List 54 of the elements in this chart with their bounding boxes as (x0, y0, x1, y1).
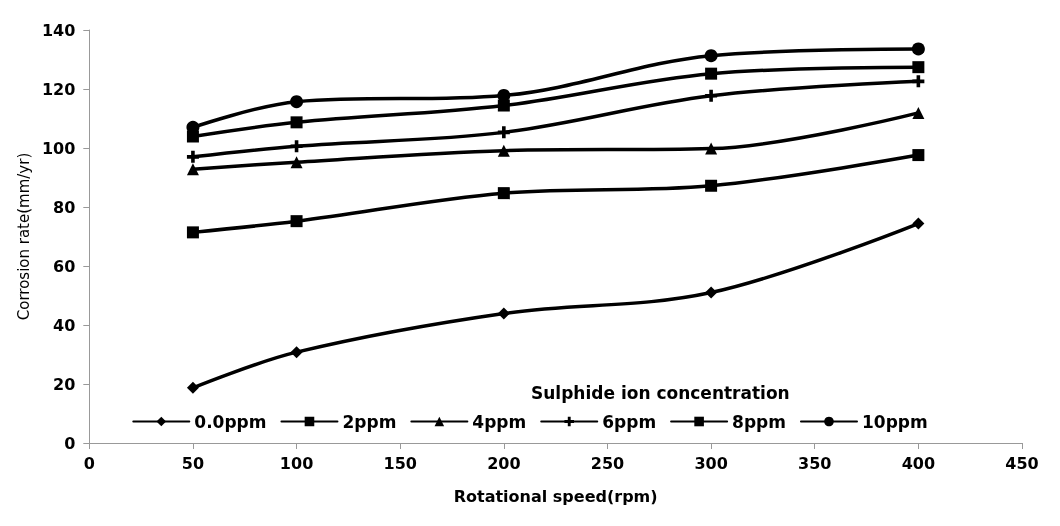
point (290, 215, 303, 228)
point (290, 116, 303, 129)
point (705, 142, 718, 155)
point (290, 140, 303, 153)
y-tick-label: 20 (53, 374, 76, 394)
y-tick-label: 80 (53, 197, 76, 217)
x-tick-label: 200 (487, 453, 521, 473)
y-tick-label: 60 (53, 256, 76, 276)
point (912, 149, 925, 162)
x-axis-title: Rotational speed(rpm) (453, 486, 658, 506)
y-tick-label: 40 (53, 315, 76, 335)
point (705, 286, 718, 299)
y-axis-title: Corrosion rate(mm/yr) (14, 152, 33, 321)
y-tick-label: 0 (64, 433, 76, 453)
y-tick-label: 120 (41, 79, 76, 99)
x-tick-label: 100 (279, 453, 314, 473)
point (186, 226, 199, 239)
point (705, 67, 718, 80)
x-tick-label: 450 (1005, 453, 1039, 473)
y-tick-label: 100 (41, 138, 76, 158)
legend-label: 8ppm (732, 411, 786, 432)
point (497, 307, 510, 320)
point (290, 346, 303, 359)
point (290, 95, 304, 109)
point (497, 126, 510, 139)
x-tick-label: 400 (901, 453, 936, 473)
point (497, 99, 510, 112)
x-tick-label: 0 (83, 453, 95, 473)
x-tick-label: 250 (590, 453, 625, 473)
point (912, 217, 925, 230)
point (705, 89, 718, 102)
x-tick-label: 300 (694, 453, 728, 473)
point (290, 156, 303, 169)
point (186, 150, 199, 163)
legend-label: 4ppm (472, 411, 527, 432)
point (912, 61, 925, 74)
point (186, 163, 199, 176)
legend-label: 2ppm (342, 411, 397, 432)
y-tick-label: 140 (41, 20, 76, 40)
point (497, 187, 510, 200)
legend-title: Sulphide ion concentration (531, 382, 790, 403)
point (497, 144, 510, 157)
point (911, 42, 925, 56)
point (186, 381, 199, 394)
x-tick-label: 50 (181, 453, 205, 473)
legend-label: 0.0ppm (194, 411, 267, 432)
point (705, 179, 718, 192)
point (704, 49, 718, 63)
point (912, 106, 925, 119)
legend-label: 6ppm (602, 411, 657, 432)
point (497, 88, 511, 102)
legend-label: 10ppm (861, 411, 928, 432)
x-tick-label: 150 (383, 453, 417, 473)
x-tick-label: 350 (798, 453, 832, 473)
